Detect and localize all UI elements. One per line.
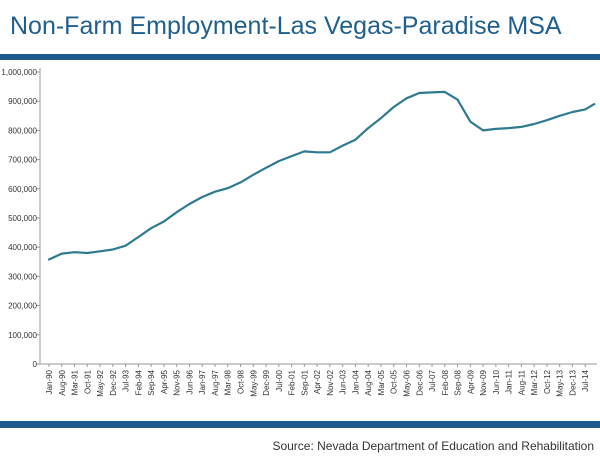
x-tick-label: Dec-99 [262, 369, 271, 395]
x-tick-label: Dec-92 [109, 369, 118, 395]
x-tick-label: Jul-93 [122, 369, 131, 391]
x-tick-label: Apr-09 [466, 369, 475, 394]
x-tick-label: Sep-01 [300, 369, 309, 395]
x-tick-label: Mar-12 [530, 369, 539, 395]
x-tick-label: May-99 [249, 369, 258, 396]
x-tick-label: Jun-10 [492, 369, 501, 394]
x-tick-label: May-92 [96, 369, 105, 396]
x-tick-label: Mar-98 [224, 369, 233, 395]
x-tick-label: Oct-98 [237, 369, 246, 394]
y-tick-label: 900,000 [8, 97, 37, 106]
x-tick-label: Nov-95 [173, 369, 182, 395]
x-tick-label: Jul-07 [428, 369, 437, 391]
y-tick-label: 0 [33, 360, 38, 369]
line-chart: 0 100,000 200,000 300,000 400,000 500,000 600,… [1, 68, 597, 397]
x-tick-label: Jul-14 [581, 369, 590, 391]
x-tick-label: Jan-04 [351, 369, 360, 394]
x-tick-label: Jul-00 [275, 369, 284, 391]
x-tick-label: Mar-05 [377, 369, 386, 395]
x-tick-label: Oct-05 [390, 369, 399, 394]
x-tick-label: Nov-02 [326, 369, 335, 395]
series-group [47, 90, 596, 261]
x-tick-label: May-06 [402, 369, 411, 396]
x-tick-label: Jun-03 [339, 369, 348, 394]
bottom-rule [0, 421, 600, 428]
x-tick-label: Aug-90 [58, 369, 67, 395]
x-tick-label: Apr-02 [313, 369, 322, 394]
x-tick-label: Jan-11 [505, 369, 514, 393]
y-tick-label: 200,000 [8, 302, 37, 311]
y-tick-label: 400,000 [8, 243, 37, 252]
y-tick-label: 300,000 [8, 272, 37, 281]
x-tick-label: Jun-96 [185, 369, 194, 394]
x-tick-label: Feb-94 [134, 369, 143, 395]
x-tick-label: Aug-97 [211, 369, 220, 395]
y-tick-label: 800,000 [8, 126, 37, 135]
top-rule [0, 54, 600, 60]
y-tick-label: 100,000 [8, 331, 37, 340]
x-tick-label: Mar-91 [71, 369, 80, 395]
y-tick-label: 500,000 [8, 214, 37, 223]
y-axis: 0 100,000 200,000 300,000 400,000 500,000 600,… [1, 68, 41, 369]
y-tick-label: 1,000,000 [1, 68, 37, 77]
x-tick-label: Jan-97 [198, 369, 207, 394]
x-tick-label: Aug-11 [517, 369, 526, 395]
x-tick-label: Dec-13 [568, 369, 577, 395]
x-tick-label: Sep-94 [147, 369, 156, 395]
x-tick-label: Dec-06 [415, 369, 424, 395]
x-tick-label: Nov-09 [479, 369, 488, 395]
x-tick-label: May-13 [556, 369, 565, 396]
x-tick-label: Apr-95 [160, 369, 169, 394]
x-tick-label: Oct-12 [543, 369, 552, 394]
y-tick-label: 700,000 [8, 156, 37, 165]
x-axis: Jan-90 Aug-90 Mar-91 Oct-91 May-92 Dec-92 Jul-… [40, 363, 597, 397]
y-tick-label: 600,000 [8, 185, 37, 194]
x-tick-label: Feb-08 [441, 369, 450, 395]
x-tick-label: Jan-90 [45, 369, 54, 394]
x-tick-label: Aug-04 [364, 369, 373, 395]
series-line [47, 90, 596, 261]
x-tick-label: Sep-08 [454, 369, 463, 395]
source-note: Source: Nevada Department of Education a… [272, 439, 594, 453]
chart-title: Non-Farm Employment-Las Vegas-Paradise M… [10, 12, 562, 40]
x-tick-label: Oct-91 [83, 369, 92, 394]
x-tick-label: Feb-01 [288, 369, 297, 395]
